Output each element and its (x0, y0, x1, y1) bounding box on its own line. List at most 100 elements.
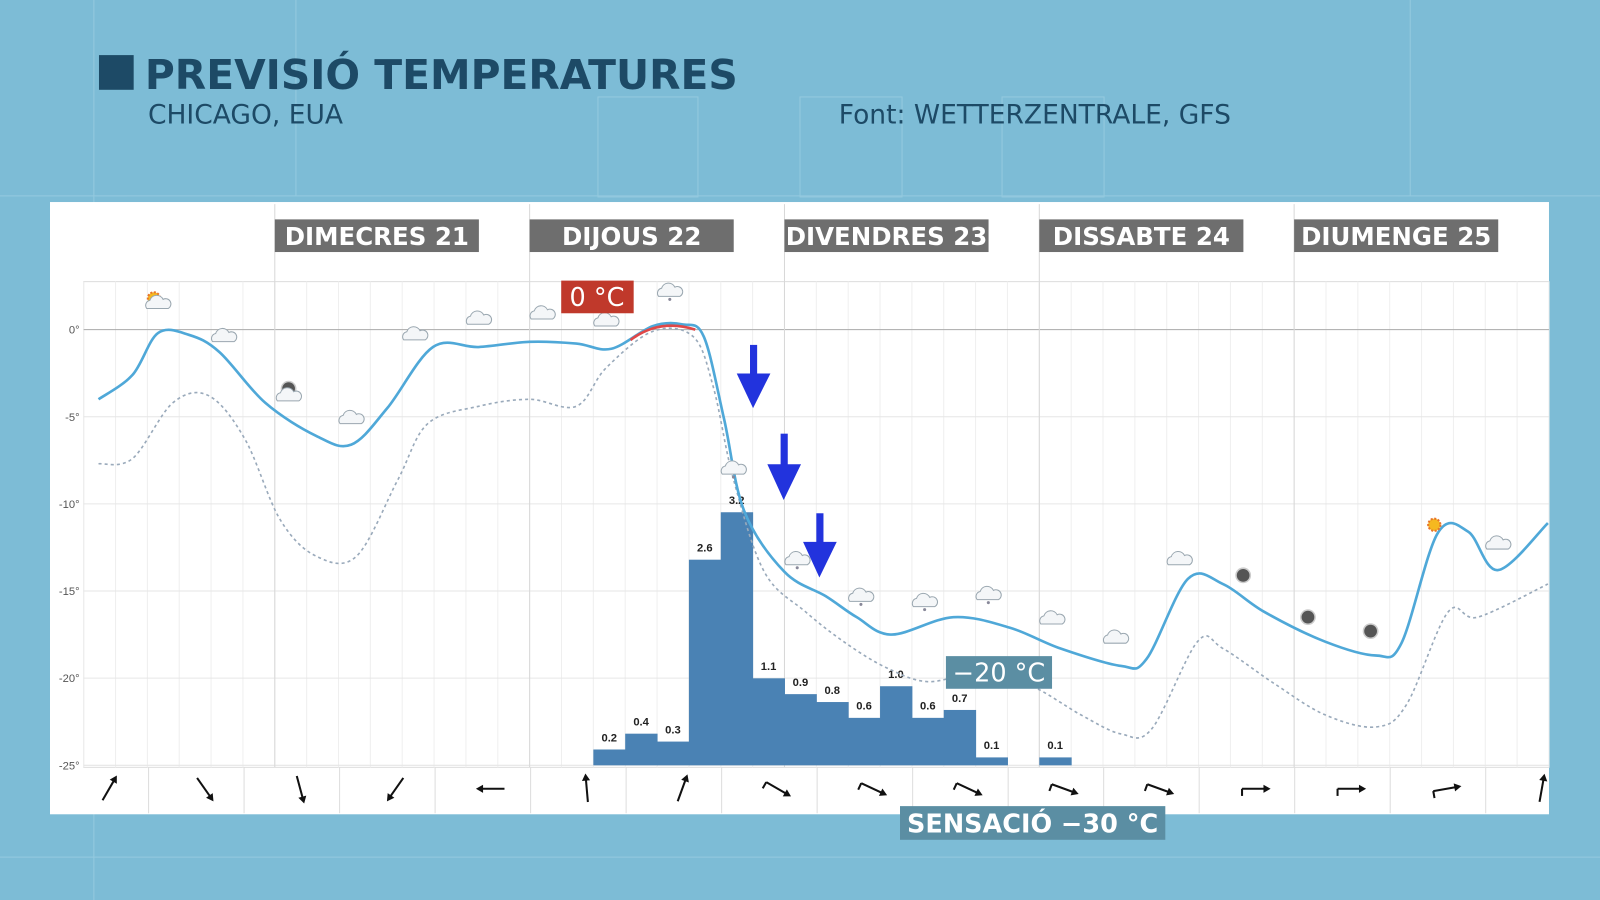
wind-head (298, 795, 307, 804)
cloud-shape (275, 387, 303, 402)
precip-bar-label: 0.9 (793, 677, 809, 689)
cloud-shape (529, 305, 556, 320)
cloud-icon (402, 326, 429, 341)
day-label-bg (784, 219, 989, 253)
precip-bar-label: 0.7 (952, 693, 968, 705)
wind-arrow-icon (581, 773, 591, 803)
wind-head (1263, 784, 1271, 793)
wind-barb (761, 781, 768, 789)
wind-shaft (1146, 783, 1171, 794)
wind-head (1070, 787, 1079, 796)
precip-bar-label: 1.1 (761, 661, 777, 673)
day-labels: DIMECRES 21 DIJOUS 22 DIVENDRES 23 DISSABTE… (274, 204, 1499, 768)
day-label-bg (274, 219, 479, 253)
sun-cloud-icon (145, 291, 172, 310)
wind-head (1453, 783, 1462, 792)
precip-bar-label: 0.6 (920, 701, 936, 713)
snowflake-shape (859, 602, 863, 606)
moon-shape (1362, 623, 1379, 640)
wind-arrow-icon (101, 775, 117, 801)
feels-like-tag: SENSACIÓ −30 °C (900, 806, 1166, 840)
y-tick-label: -20° (59, 673, 80, 685)
wind-shaft (676, 777, 688, 802)
wind-barb (857, 782, 863, 791)
snow-cloud-icon (848, 587, 875, 606)
cloud-icon (1039, 610, 1066, 625)
precip-bar (625, 733, 658, 766)
precip-bar-label: 0.3 (665, 724, 681, 736)
cloud-icon (1166, 551, 1193, 566)
down-arrow-icon (736, 344, 771, 409)
snow-cloud-icon (975, 585, 1002, 605)
down-arrow-icon (803, 513, 837, 578)
wind-arrow-icon (1336, 784, 1367, 796)
precip-bar-label: 0.2 (601, 732, 617, 744)
wind-head (109, 775, 117, 784)
wind-shaft (388, 777, 405, 799)
cloud-shape (911, 592, 939, 608)
wind-head (878, 788, 888, 796)
y-tick-label: -5° (65, 412, 79, 424)
snow-cloud-icon (911, 592, 939, 612)
precip-bar-label: 0.8 (824, 685, 840, 697)
wind-head (1539, 773, 1548, 782)
moon-shape (1235, 567, 1252, 584)
day-label: DIUMENGE 25 (1301, 222, 1491, 251)
precip-bar (911, 717, 945, 766)
wind-barb (1432, 790, 1436, 799)
snowflake-shape (731, 475, 736, 479)
cloud-icon (529, 305, 556, 320)
day-label-bg (1294, 219, 1499, 253)
moon-icon (1362, 623, 1379, 640)
precip-bar-label: 2.6 (697, 543, 713, 555)
snowflake-shape (986, 601, 990, 605)
precip-bar (975, 757, 1008, 766)
wind-arrow-icon (475, 784, 505, 793)
cloud-icon (465, 310, 493, 325)
precip-bar (720, 512, 754, 766)
down-arrow-icon (767, 433, 802, 500)
snow-cloud-icon (784, 551, 811, 570)
wind-head (1166, 787, 1175, 796)
wind-barb (952, 782, 958, 791)
above-zero-segment (629, 324, 696, 342)
wind-arrow-icon (676, 774, 689, 802)
cloud-shape (848, 587, 875, 602)
cloud-shape (465, 310, 493, 325)
feels-like-line (98, 327, 1549, 739)
wind-arrow-icon (196, 777, 214, 802)
moon-cloud-icon (275, 380, 303, 402)
y-axis-ticks: 0° -5° -10° -15° -20° -25° (59, 325, 80, 773)
feels-like-tag-text: SENSACIÓ −30 °C (907, 809, 1158, 840)
precip-bar-label: 0.6 (856, 701, 872, 713)
wind-head (1358, 784, 1367, 793)
wind-arrow-icon (857, 782, 888, 796)
precip-bar (880, 686, 913, 766)
wind-shaft (765, 781, 788, 796)
chart-grid (83, 281, 1550, 768)
cloud-shape (1102, 629, 1130, 644)
wind-shaft (584, 777, 589, 803)
cloud-shape (338, 409, 365, 425)
precip-bar (593, 749, 626, 766)
precip-bar (657, 741, 690, 766)
cloud-shape (211, 327, 238, 343)
wind-arrow-icon (1143, 783, 1175, 796)
cloud-shape (1485, 535, 1512, 550)
wind-arrow-icon (1241, 784, 1271, 796)
snow-cloud-icon (656, 282, 684, 301)
temperature-line (97, 321, 1549, 670)
cloud-shape (593, 312, 620, 327)
temperature-lines (97, 321, 1549, 739)
y-tick-label: -15° (59, 586, 80, 598)
moon-icon (1235, 567, 1252, 584)
precip-bar-label: 0.1 (1047, 740, 1063, 752)
day-label-bg (529, 219, 734, 253)
cold-arrows (736, 344, 837, 578)
zero-tag: 0 °C (561, 280, 634, 314)
wind-head (475, 784, 484, 793)
y-tick-label: 0° (69, 325, 80, 337)
snowflake-shape (795, 566, 799, 570)
cloud-icon (211, 327, 238, 343)
